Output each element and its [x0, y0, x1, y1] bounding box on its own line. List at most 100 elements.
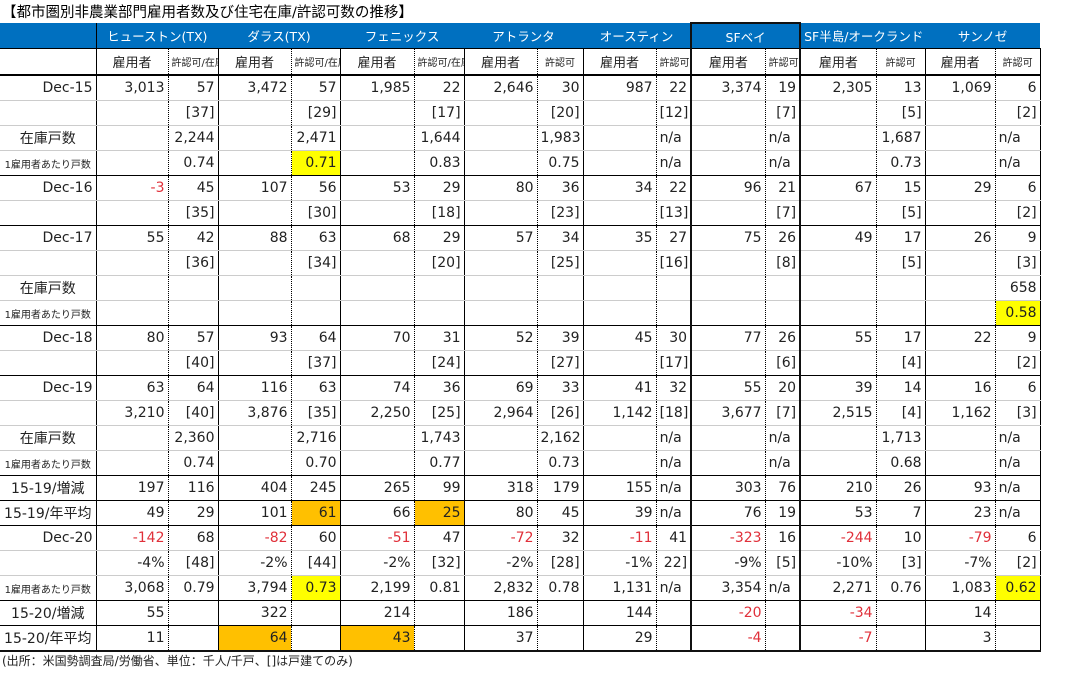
permits-cell — [291, 625, 341, 652]
city-header: SFベイ — [690, 22, 802, 49]
employees-cell: 186 — [464, 600, 538, 626]
permits-cell: n/a — [656, 575, 692, 601]
permits-cell: 34 — [537, 225, 584, 251]
permits-cell: 0.71 — [291, 150, 341, 176]
permits-cell: [8] — [765, 250, 802, 276]
permits-cell — [168, 600, 219, 626]
employees-cell — [925, 125, 996, 151]
permits-cell: 0.76 — [876, 575, 926, 601]
employees-cell: 29 — [583, 625, 657, 652]
permits-header: 許認可 — [876, 48, 926, 76]
permits-header: 許認可/在庫 — [414, 48, 465, 76]
employees-cell — [218, 300, 292, 326]
permits-cell: n/a — [656, 150, 692, 176]
employees-cell: 68 — [340, 225, 415, 251]
employees-cell: -7 — [800, 625, 877, 652]
permits-cell: 61 — [291, 500, 341, 526]
employees-cell — [96, 125, 169, 151]
row-label: 15-19/増減 — [0, 475, 97, 501]
permits-cell: [2] — [995, 350, 1041, 376]
permits-cell: n/a — [995, 425, 1041, 451]
employees-cell — [583, 200, 657, 226]
permits-cell — [656, 275, 692, 301]
employees-header: 雇用者 — [464, 48, 538, 76]
permits-cell: 2,360 — [168, 425, 219, 451]
row-label — [0, 400, 97, 426]
table-row: 15-19/増減 197 116 404 245 265 99 318 179 155 n/a 303… — [0, 475, 1041, 501]
table-row: [37] [29] [17] [20] [12] [7] [5] [2] — [0, 100, 1041, 126]
permits-cell — [168, 275, 219, 301]
employees-cell: 1,142 — [583, 400, 657, 426]
table-row: 1雇用者あたり戸数 0.58 — [0, 300, 1041, 326]
permits-cell: n/a — [765, 425, 802, 451]
permits-cell: [23] — [537, 200, 584, 226]
employees-header: 雇用者 — [218, 48, 292, 76]
permits-cell: 29 — [414, 175, 465, 201]
permits-cell: 45 — [537, 500, 584, 526]
employees-cell — [800, 100, 877, 126]
permits-cell: [34] — [291, 250, 341, 276]
row-label — [0, 250, 97, 276]
permits-cell — [291, 600, 341, 626]
employees-cell: 3,472 — [218, 75, 292, 101]
permits-cell: n/a — [995, 450, 1041, 476]
permits-cell: 63 — [291, 225, 341, 251]
permits-cell: [37] — [168, 100, 219, 126]
permits-cell — [995, 600, 1041, 626]
employees-cell — [340, 425, 415, 451]
row-label: 在庫戸数 — [0, 425, 97, 451]
permits-cell — [995, 625, 1041, 652]
employees-cell: 43 — [340, 625, 415, 652]
employees-header: 雇用者 — [690, 48, 766, 76]
employees-cell — [464, 425, 538, 451]
employees-cell — [925, 275, 996, 301]
employees-cell: 987 — [583, 75, 657, 101]
row-label: 在庫戸数 — [0, 125, 97, 151]
permits-cell: 22] — [656, 550, 692, 576]
permits-cell: 64 — [291, 325, 341, 351]
employees-cell: 1,162 — [925, 400, 996, 426]
employees-cell: 23 — [925, 500, 996, 526]
permits-cell: [5] — [876, 200, 926, 226]
employees-cell: -142 — [96, 525, 169, 551]
permits-cell — [537, 600, 584, 626]
employees-cell: 34 — [583, 175, 657, 201]
employees-cell — [925, 250, 996, 276]
permits-cell — [414, 600, 465, 626]
permits-cell: 60 — [291, 525, 341, 551]
employees-cell: -244 — [800, 525, 877, 551]
employees-cell: 80 — [464, 500, 538, 526]
permits-cell — [876, 600, 926, 626]
employees-cell: 265 — [340, 475, 415, 501]
permits-cell: 30 — [537, 75, 584, 101]
employees-cell: 2,515 — [800, 400, 877, 426]
permits-cell: 6 — [995, 75, 1041, 101]
table-row: 15-19/年平均 49 29 101 61 66 25 80 45 39 n/a 76 19 53 7 23… — [0, 500, 1041, 526]
permits-cell — [876, 625, 926, 652]
employees-cell: 57 — [464, 225, 538, 251]
permits-cell: n/a — [995, 125, 1041, 151]
permits-cell: 9 — [995, 325, 1041, 351]
employees-cell: 80 — [96, 325, 169, 351]
permits-cell: n/a — [656, 475, 692, 501]
permits-cell: 2,162 — [537, 425, 584, 451]
employees-cell: 3,876 — [218, 400, 292, 426]
permits-cell: [48] — [168, 550, 219, 576]
permits-cell: [5] — [765, 550, 802, 576]
employees-cell — [925, 450, 996, 476]
permits-cell: [7] — [765, 200, 802, 226]
permits-cell: 76 — [765, 475, 802, 501]
subheader-row: 雇用者許認可/在庫雇用者許認可/在庫雇用者許認可/在庫雇用者許認可雇用者許認可雇… — [0, 48, 1041, 76]
permits-cell: n/a — [656, 500, 692, 526]
employees-cell — [690, 250, 766, 276]
permits-cell: 32 — [656, 375, 692, 401]
permits-cell: 47 — [414, 525, 465, 551]
permits-cell: 45 — [168, 175, 219, 201]
employees-cell: 2,305 — [800, 75, 877, 101]
permits-cell: 0.73 — [876, 150, 926, 176]
employees-cell — [583, 300, 657, 326]
permits-cell — [537, 300, 584, 326]
employees-cell — [96, 450, 169, 476]
permits-cell: 9 — [995, 225, 1041, 251]
permits-cell: [4] — [876, 400, 926, 426]
